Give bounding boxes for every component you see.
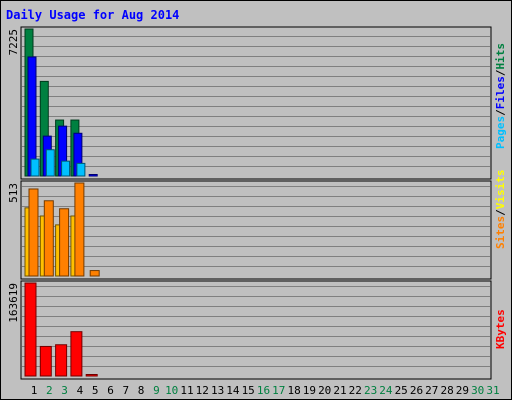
x-tick-label: 29	[456, 384, 469, 397]
x-tick-label: 7	[122, 384, 129, 397]
x-tick-label: 28	[440, 384, 453, 397]
bar-kbytes-day-4	[71, 332, 82, 376]
x-tick-label: 5	[92, 384, 99, 397]
x-tick-label: 2	[46, 384, 53, 397]
hits-files-pages-ymax-label: 7225	[7, 29, 20, 56]
kbytes-ymax-label: 163619	[7, 283, 20, 323]
series-label-part: KBytes	[494, 309, 507, 349]
x-tick-label: 11	[180, 384, 193, 397]
bar-sites-day-4	[75, 183, 84, 276]
x-tick-label: 6	[107, 384, 114, 397]
series-label-part: Files	[494, 76, 507, 109]
x-tick-label: 3	[61, 384, 68, 397]
bar-sites-day-3	[60, 209, 69, 276]
chart-title: Daily Usage for Aug 2014	[6, 8, 179, 22]
x-tick-label: 30	[471, 384, 484, 397]
series-label-part: Hits	[494, 43, 507, 70]
series-label-part: Sites	[494, 216, 507, 249]
x-tick-label: 15	[242, 384, 255, 397]
bar-kbytes-day-2	[40, 346, 51, 376]
visits-sites-panel: 513 Sites/Visits	[7, 170, 507, 280]
hits-files-pages-panel: 7225 Pages/Files/Hits	[7, 27, 507, 179]
x-tick-label: 20	[318, 384, 331, 397]
x-tick-label: 23	[364, 384, 377, 397]
visits-sites-frame	[21, 181, 491, 279]
x-tick-label: 9	[153, 384, 160, 397]
bar-pages-day-2	[46, 150, 54, 176]
hits-files-pages-series-label: Pages/Files/Hits	[494, 43, 507, 149]
x-tick-label: 1	[31, 384, 38, 397]
series-label-part: Visits	[494, 170, 507, 210]
x-tick-label: 27	[425, 384, 438, 397]
bar-sites-day-5	[90, 271, 99, 276]
x-tick-label: 18	[287, 384, 300, 397]
bar-kbytes-day-5	[86, 375, 97, 377]
x-tick-label: 22	[349, 384, 362, 397]
x-tick-label: 16	[257, 384, 270, 397]
bar-kbytes-day-3	[56, 345, 67, 376]
x-tick-label: 31	[486, 384, 499, 397]
kbytes-frame	[21, 281, 491, 379]
bar-sites-day-2	[44, 201, 53, 276]
x-tick-label: 24	[379, 384, 393, 397]
visits-sites-ymax-label: 513	[7, 183, 20, 203]
x-tick-label: 13	[211, 384, 224, 397]
bar-files-day-1	[28, 57, 36, 176]
x-tick-label: 25	[395, 384, 408, 397]
x-tick-label: 19	[303, 384, 316, 397]
kbytes-panel: 163619 KBytes	[7, 281, 507, 379]
x-tick-label: 14	[226, 384, 240, 397]
series-label-part: Pages	[494, 116, 507, 149]
bar-pages-day-1	[31, 159, 39, 176]
bar-files-day-5	[89, 175, 97, 177]
x-tick-label: 12	[196, 384, 209, 397]
x-tick-label: 21	[333, 384, 346, 397]
bar-pages-day-4	[77, 163, 85, 176]
x-tick-label: 10	[165, 384, 178, 397]
bar-sites-day-1	[29, 189, 38, 276]
bar-kbytes-day-1	[25, 283, 36, 376]
kbytes-series-label: KBytes	[494, 309, 507, 349]
x-tick-label: 26	[410, 384, 423, 397]
bar-pages-day-3	[62, 161, 70, 176]
x-tick-label: 8	[138, 384, 145, 397]
x-tick-label: 4	[77, 384, 84, 397]
x-tick-label: 17	[272, 384, 285, 397]
visits-sites-series-label: Sites/Visits	[494, 170, 507, 250]
